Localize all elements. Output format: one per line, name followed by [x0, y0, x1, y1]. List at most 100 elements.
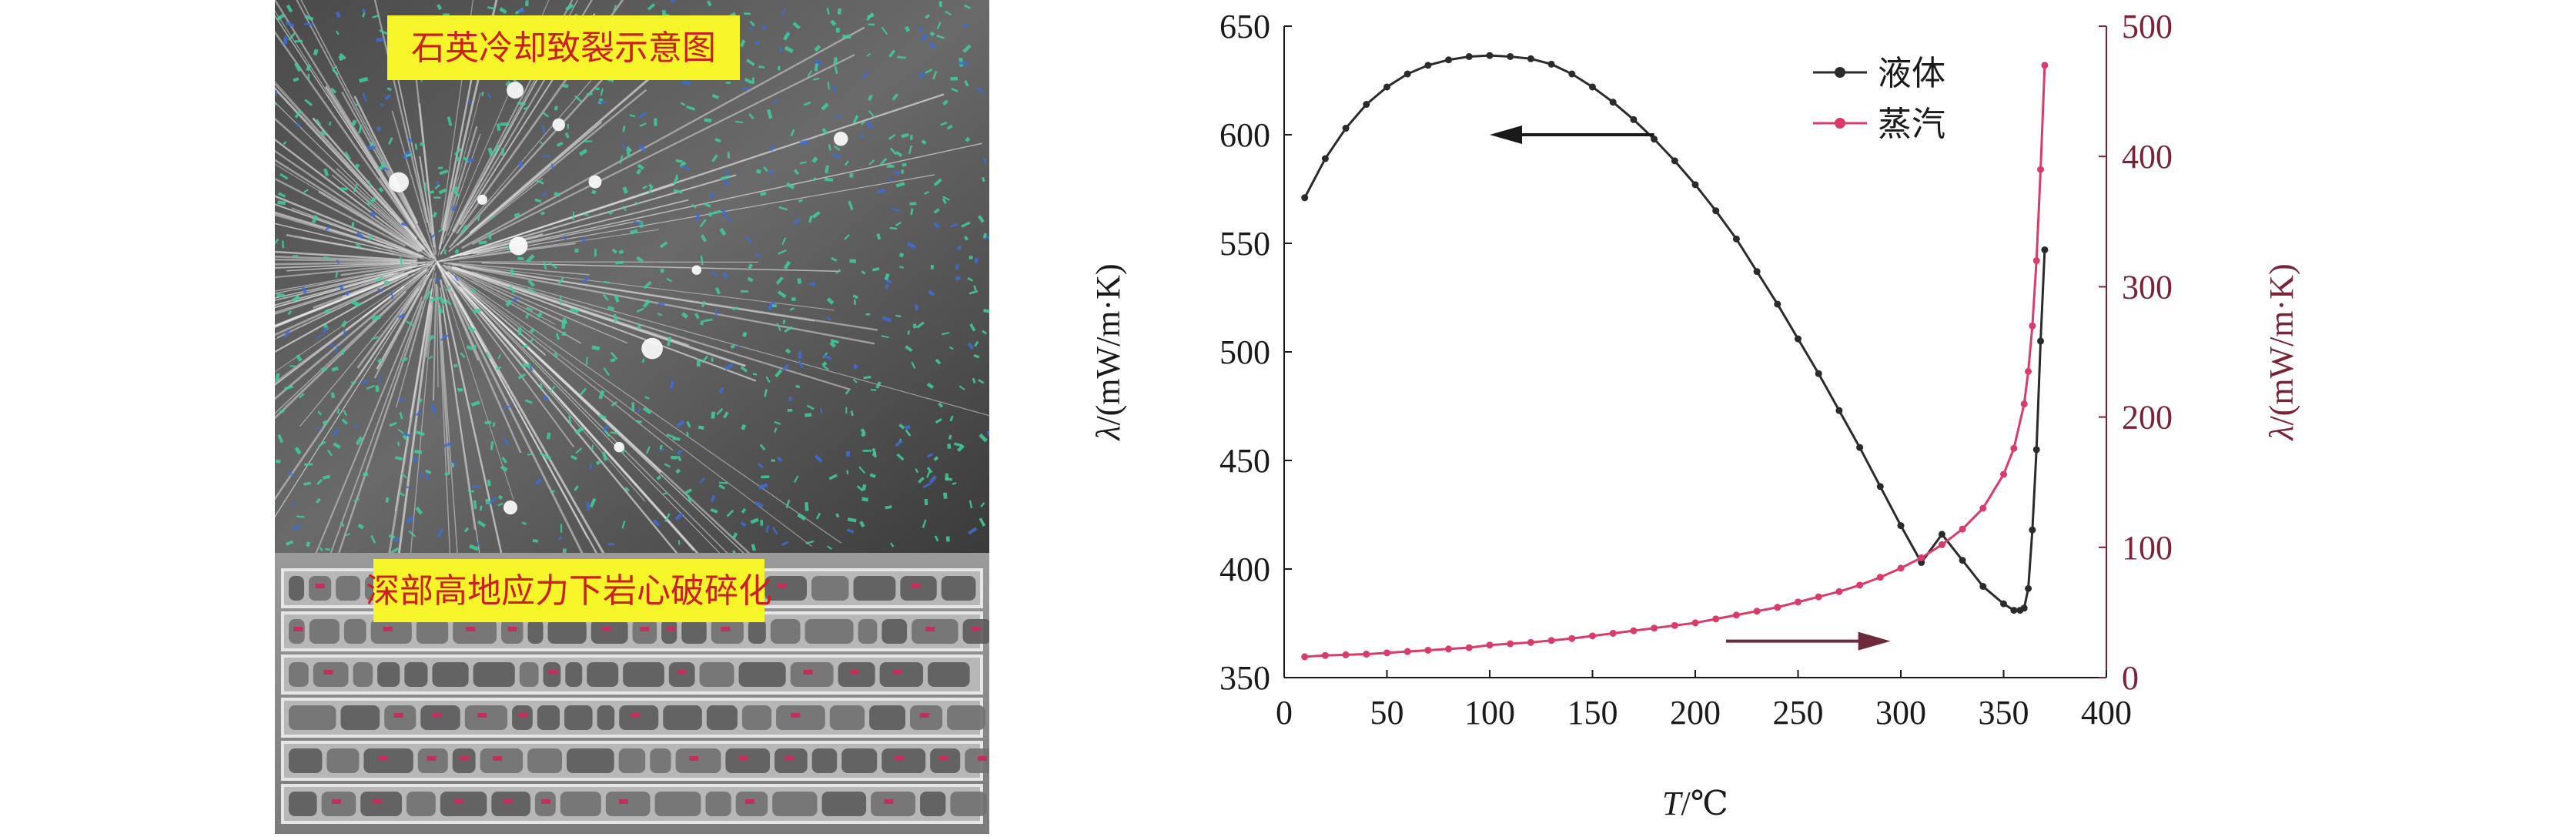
- data-point-liquid: [2029, 527, 2036, 534]
- data-point-liquid: [1527, 55, 1534, 62]
- data-point-liquid: [1651, 136, 1658, 142]
- data-point-liquid: [1424, 62, 1431, 69]
- data-point-vapor: [1301, 653, 1308, 660]
- core-mark: [893, 670, 902, 675]
- crack-mark: [661, 269, 664, 273]
- crack-mark: [367, 146, 376, 150]
- core-fragment: [776, 705, 825, 730]
- legend-swatch-marker: [1835, 67, 1845, 78]
- core-fragment: [912, 619, 958, 644]
- data-point-liquid: [1712, 207, 1719, 214]
- crack-mark: [760, 520, 763, 526]
- crack-mark: [798, 352, 801, 360]
- core-mark: [631, 713, 641, 718]
- crack-mark: [560, 524, 562, 533]
- core-fragment: [623, 662, 664, 687]
- crack-mark: [788, 397, 791, 401]
- data-point-liquid: [1466, 53, 1473, 60]
- core-fragment: [942, 576, 976, 601]
- highlight-spot: [477, 195, 487, 205]
- data-point-liquid: [1568, 71, 1575, 78]
- core-mark: [477, 713, 487, 718]
- crack-mark: [637, 323, 641, 329]
- core-mark: [316, 584, 325, 588]
- data-point-liquid: [1507, 53, 1514, 60]
- core-fragment: [567, 748, 614, 773]
- data-point-liquid: [1445, 56, 1452, 63]
- crack-mark: [489, 232, 492, 239]
- data-point-vapor: [1487, 641, 1494, 648]
- core-fragment: [742, 705, 771, 730]
- y-left-tick-label: 450: [1219, 442, 1270, 480]
- core-fragment: [340, 705, 380, 730]
- data-point-vapor: [1363, 651, 1370, 658]
- data-point-vapor: [1610, 630, 1617, 637]
- data-point-vapor: [1835, 588, 1842, 595]
- core-fragment: [854, 576, 896, 601]
- data-point-vapor: [1733, 611, 1740, 618]
- data-point-liquid: [1959, 557, 1966, 564]
- crack-mark: [752, 78, 754, 84]
- crack-mark: [836, 28, 840, 32]
- data-point-liquid: [1692, 181, 1699, 188]
- core-mark: [640, 627, 649, 631]
- crack-mark: [574, 249, 579, 253]
- x-tick-label: 200: [1670, 694, 1721, 732]
- crack-mark: [772, 304, 777, 307]
- data-point-liquid: [2037, 337, 2044, 344]
- data-point-liquid: [1343, 125, 1350, 132]
- crack-mark: [886, 165, 894, 168]
- core-fragment: [440, 792, 487, 816]
- data-point-vapor: [1651, 624, 1658, 631]
- core-mark: [503, 799, 513, 804]
- core-fragment: [655, 792, 701, 816]
- core-fragment: [473, 662, 515, 687]
- data-point-liquid: [1754, 268, 1761, 275]
- data-point-liquid: [1939, 531, 1945, 537]
- crack-mark: [743, 87, 750, 90]
- core-mark: [293, 627, 303, 631]
- crack-mark: [594, 249, 597, 256]
- crack-mark: [931, 265, 934, 270]
- crack-mark: [560, 295, 561, 304]
- crack-mark: [654, 118, 657, 126]
- data-point-vapor: [1754, 608, 1761, 614]
- core-mark: [383, 627, 393, 631]
- data-point-vapor: [1322, 652, 1329, 659]
- core-fragment: [344, 619, 366, 644]
- crack-mark: [846, 470, 848, 475]
- data-point-vapor: [1712, 615, 1719, 622]
- core-mark: [791, 713, 800, 718]
- crack-mark: [945, 474, 948, 481]
- highlight-spot: [552, 119, 565, 132]
- crack-mark: [472, 486, 480, 489]
- data-point-vapor: [1445, 645, 1452, 652]
- data-point-vapor: [1383, 649, 1390, 656]
- core-fragment: [739, 662, 786, 687]
- series-line-vapor: [1305, 65, 2045, 657]
- crack-mark: [369, 235, 372, 239]
- crack-mark: [562, 332, 567, 336]
- data-point-liquid: [1548, 61, 1555, 68]
- crack-mark: [871, 389, 877, 391]
- x-tick-label: 0: [1276, 694, 1293, 732]
- core-mark: [324, 670, 333, 675]
- core-fragment: [336, 576, 360, 601]
- core-mark: [602, 627, 611, 631]
- data-point-liquid: [2025, 585, 2032, 592]
- core-fragment: [587, 662, 618, 687]
- crack-mark: [842, 35, 851, 39]
- core-fragment: [289, 576, 304, 601]
- core-mark: [541, 799, 550, 804]
- y-left-tick-label: 650: [1219, 8, 1270, 45]
- data-point-liquid: [1487, 52, 1494, 59]
- core-mark: [972, 627, 981, 631]
- crack-mark: [771, 459, 775, 462]
- data-point-vapor: [1774, 604, 1781, 611]
- chart-annotations: [1490, 126, 1891, 651]
- highlight-spot: [503, 501, 517, 514]
- core-fragment: [748, 619, 766, 644]
- x-axis-title: T/℃: [1662, 785, 1728, 822]
- data-point-vapor: [1568, 635, 1575, 642]
